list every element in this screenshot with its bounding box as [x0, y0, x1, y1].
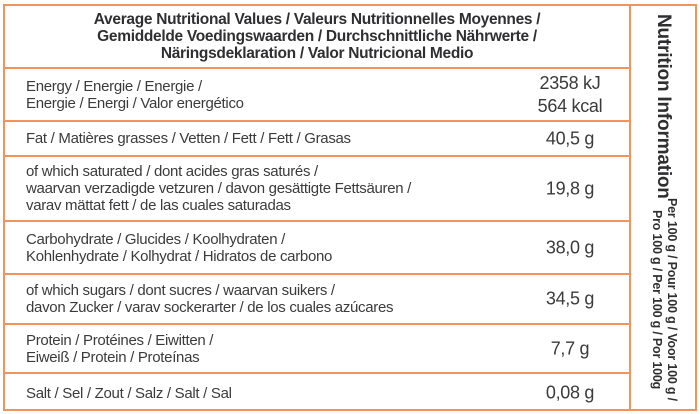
row-label: Energy / Energie / Energie / Energie / E… — [26, 77, 244, 112]
row-value: 40,5 g — [545, 128, 595, 148]
table-header: Average Nutritional Values / Valeurs Nut… — [93, 11, 541, 62]
sidebar-subtitle: Per 100 g / Pour 100 g / Voor 100 g / Pr… — [650, 198, 679, 402]
row-value: 19,8 g — [545, 178, 595, 198]
row-label: Carbohydrate / Glucides / Koolhydraten /… — [26, 230, 333, 265]
nutrition-table: Average Nutritional Values / Valeurs Nut… — [5, 6, 631, 409]
table-row-energy: Energy / Energie / Energie / Energie / E… — [5, 67, 629, 120]
sidebar-title: Nutrition Information — [653, 13, 674, 199]
table-row-fat: Fat / Matières grasses / Vetten / Fett /… — [5, 120, 629, 155]
row-label: of which saturated / dont acides gras sa… — [26, 163, 412, 214]
table-row-protein: Protein / Protéines / Eiwitten / Eiweiß … — [5, 323, 629, 372]
row-label: of which sugars / dont sucres / waarvan … — [26, 282, 394, 316]
row-label: Protein / Protéines / Eiwitten / Eiweiß … — [26, 331, 214, 366]
row-value: 2358 kJ 564 kcal — [537, 72, 603, 116]
table-row-carbohydrate: Carbohydrate / Glucides / Koolhydraten /… — [5, 220, 629, 273]
row-label: Salt / Sel / Zout / Salz / Salt / Sal — [26, 384, 232, 402]
row-value: 7,7 g — [550, 338, 590, 358]
nutrition-label: Average Nutritional Values / Valeurs Nut… — [3, 4, 697, 411]
sidebar-per-100g: Nutrition Information Per 100 g / Pour 1… — [631, 6, 695, 409]
table-row-salt: Salt / Sel / Zout / Salz / Salt / Sal 0,… — [5, 372, 629, 412]
table-row-saturated-fat: of which saturated / dont acides gras sa… — [5, 155, 629, 220]
row-label: Fat / Matières grasses / Vetten / Fett /… — [26, 130, 351, 147]
row-value: 0,08 g — [545, 382, 595, 403]
row-value: 38,0 g — [545, 237, 595, 257]
row-value: 34,5 g — [545, 288, 595, 309]
table-row-sugars: of which sugars / dont sucres / waarvan … — [5, 273, 629, 323]
